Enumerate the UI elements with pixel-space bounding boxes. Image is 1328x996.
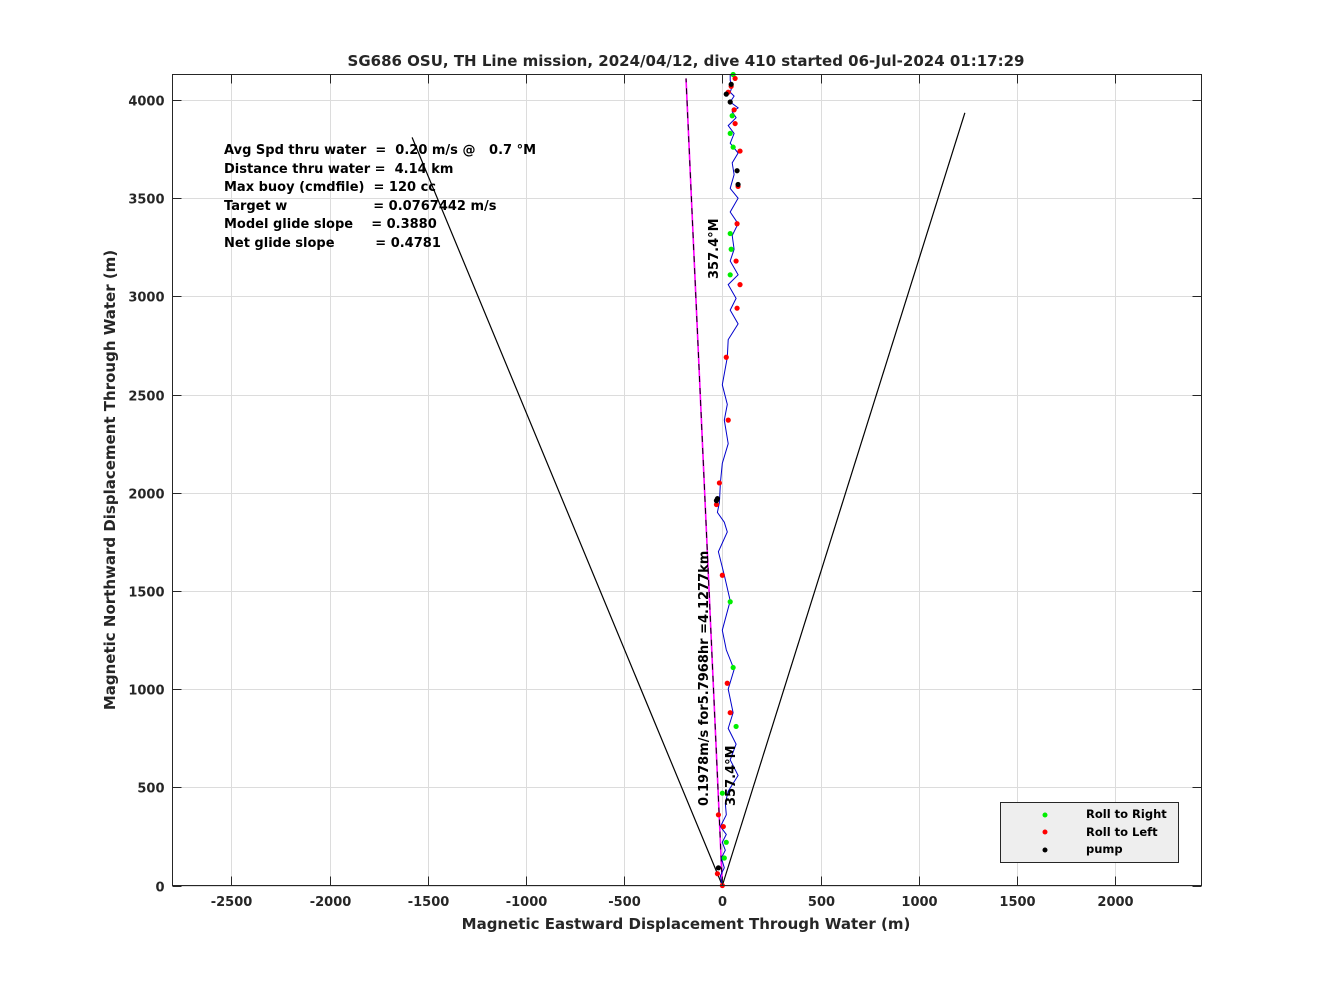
roll-right-marker: [719, 790, 725, 796]
pump-marker: [723, 91, 729, 97]
plot-lines: [411, 74, 966, 886]
x-tick-label: -2500: [211, 895, 253, 910]
roll-left-marker: [732, 75, 738, 82]
x-axis-label: Magnetic Eastward Displacement Through W…: [462, 915, 911, 933]
roll-right-marker: [730, 664, 736, 671]
legend-marker-roll-right: [1042, 812, 1048, 818]
pump-marker: [728, 81, 734, 87]
x-tick-label: -1000: [506, 895, 548, 910]
roll-left-marker: [714, 871, 721, 877]
roll-right-marker: [727, 130, 733, 137]
roll-left-marker: [732, 120, 738, 127]
roll-left-marker: [734, 221, 740, 227]
x-tick-label: 1000: [901, 895, 937, 910]
roll-left-marker: [731, 107, 737, 113]
roll-left-marker: [737, 282, 743, 288]
roll-left-marker: [724, 680, 730, 686]
roll-right-marker: [727, 272, 733, 278]
glide-cone-line: [411, 137, 723, 886]
pump-marker: [735, 181, 741, 188]
x-tick-label: 0: [718, 895, 727, 910]
legend-marker-roll-left: [1042, 829, 1048, 835]
legend-marker-pump: [1042, 847, 1048, 853]
info-avg-speed: Avg Spd thru water = 0.20 m/s @ 0.7 °M: [224, 143, 536, 158]
x-tick-label: 500: [808, 895, 835, 910]
roll-right-marker: [730, 144, 736, 150]
roll-right-marker: [721, 855, 727, 861]
roll-left-marker: [723, 354, 729, 360]
pump-marker: [727, 99, 733, 105]
roll-left-marker: [734, 305, 740, 311]
info-box: Avg Spd thru water = 0.20 m/s @ 0.7 °M D…: [224, 143, 536, 251]
x-tick-label: 1500: [999, 895, 1035, 910]
pump-marker: [714, 496, 721, 502]
roll-left-marker: [725, 417, 731, 423]
roll-left-marker: [715, 812, 722, 818]
roll-left-marker: [733, 258, 739, 264]
roll-right-marker: [728, 246, 734, 252]
glide-cone-line: [721, 112, 966, 886]
pump-marker: [715, 865, 722, 871]
roll-left-marker: [727, 710, 733, 716]
chart-title: SG686 OSU, TH Line mission, 2024/04/12, …: [348, 52, 1025, 70]
roll-right-marker: [727, 230, 733, 237]
x-tick-label: -1500: [408, 895, 450, 910]
x-tick-label: 2000: [1097, 895, 1133, 910]
legend: Roll to Right Roll to Left pump: [1000, 802, 1179, 863]
y-axis-label: Magnetic Northward Displacement Through …: [101, 250, 119, 710]
roll-left-marker: [719, 572, 725, 578]
y-tick-label: 4000: [128, 95, 164, 110]
roll-right-marker: [733, 723, 739, 730]
y-tick-label: 1000: [128, 684, 164, 699]
grid-lines: [172, 74, 1202, 887]
heading-annotation-top: 357.4°M: [707, 218, 722, 279]
info-net-glide-slope: Net glide slope = 0.4781: [224, 236, 441, 251]
info-distance: Distance thru water = 4.14 km: [224, 162, 453, 177]
info-target-w: Target w = 0.0767442 m/s: [224, 199, 497, 214]
legend-label-roll-left: Roll to Left: [1086, 825, 1158, 839]
roll-left-marker: [713, 501, 720, 508]
glider-track: [716, 74, 739, 886]
info-max-buoy: Max buoy (cmdfile) = 120 cc: [224, 180, 436, 195]
axes-box: [172, 74, 1202, 886]
heading-annotation-bottom: 357.4°M: [724, 745, 739, 806]
legend-box: [1000, 802, 1179, 863]
y-tick-label: 3500: [128, 193, 164, 208]
y-tick-label: 2500: [128, 390, 164, 405]
axis-ticks: -2500 -2000 -1500 -1000 -500 0 500 1000 1500 2000…: [128, 74, 1202, 910]
y-tick-label: 500: [137, 782, 164, 797]
roll-right-marker: [729, 113, 735, 119]
legend-label-roll-right: Roll to Right: [1086, 807, 1167, 821]
roll-left-marker: [720, 823, 726, 830]
y-tick-label: 0: [155, 881, 164, 896]
y-tick-label: 2000: [128, 488, 164, 503]
pump-marker: [734, 168, 740, 174]
roll-left-marker: [737, 148, 743, 154]
roll-right-marker: [727, 599, 733, 605]
roll-right-marker: [723, 839, 729, 845]
y-tick-label: 3000: [128, 291, 164, 306]
x-tick-label: -2000: [310, 895, 352, 910]
info-model-glide-slope: Model glide slope = 0.3880: [224, 217, 437, 232]
plot-markers: [713, 71, 743, 889]
roll-left-marker: [716, 480, 723, 486]
x-tick-label: -500: [608, 895, 641, 910]
heading-line-dashed: [685, 78, 723, 886]
speed-annotation: 0.1978m/s for5.7968hr =4.1277km: [697, 551, 712, 806]
y-tick-label: 1500: [128, 586, 164, 601]
legend-label-pump: pump: [1086, 842, 1123, 856]
